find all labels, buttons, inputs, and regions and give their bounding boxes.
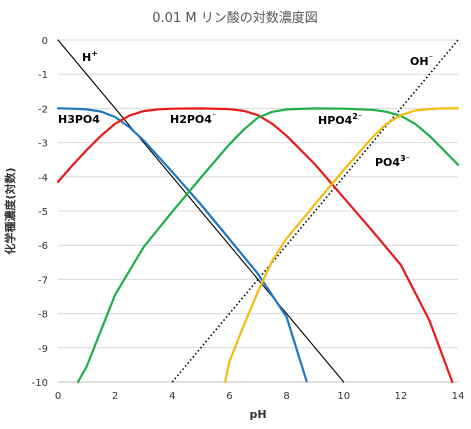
series-label-4: HPO42⁻: [318, 112, 362, 127]
series-label-2: H3PO4: [58, 113, 100, 126]
x-tick-7: 14: [452, 391, 465, 402]
series-label-0: H+: [82, 49, 98, 64]
series-labels: H+OH⁻H3PO4 H2PO4⁻ HPO42⁻PO43⁻: [58, 49, 433, 169]
series-line-0: [57, 39, 345, 383]
x-axis-label: pH: [249, 408, 266, 421]
x-tick-5: 10: [337, 391, 350, 402]
series-label-5: PO43⁻: [375, 154, 410, 169]
x-tick-labels: 0 2 4 6 8 10 12 14: [55, 391, 465, 402]
x-tick-4: 8: [283, 391, 289, 402]
gridlines: [58, 39, 458, 383]
series-line-4: [76, 107, 460, 384]
series-label-text-4: HPO4: [318, 114, 353, 127]
y-tick-9: -9: [38, 344, 48, 355]
series-lines: [56, 39, 460, 384]
y-tick-8: -8: [38, 310, 48, 321]
series-label-sup-0: +: [91, 49, 98, 58]
y-tick-7: -7: [38, 275, 48, 286]
y-tick-3: -3: [38, 139, 48, 150]
y-tick-1: -1: [38, 70, 48, 81]
y-tick-4: -4: [38, 173, 48, 184]
x-tick-0: 0: [55, 391, 61, 402]
y-tick-2: -2: [38, 104, 48, 115]
series-label-text-5: PO4: [375, 156, 400, 169]
series-label-sup-5: 3⁻: [400, 154, 410, 163]
y-tick-5: -5: [38, 207, 48, 218]
series-line-2: [56, 107, 308, 383]
series-label-text-1: OH: [410, 55, 429, 68]
x-tick-2: 4: [169, 391, 175, 402]
y-tick-10: -10: [32, 378, 48, 389]
series-label-sup-1: ⁻: [429, 53, 433, 62]
y-tick-labels: 0 -1 -2 -3 -4 -5 -6 -7 -8 -9 -10: [32, 36, 48, 389]
series-label-text-2: H3PO4: [58, 113, 100, 126]
series-label-sup-3: ⁻: [212, 111, 216, 120]
series-label-text-3: H2PO4: [170, 113, 212, 126]
series-label-3: H2PO4⁻: [170, 111, 216, 126]
series-line-3: [56, 107, 454, 384]
series-label-sup-4: 2⁻: [352, 112, 362, 121]
y-tick-0: 0: [42, 36, 48, 47]
chart-title: 0.01 M リン酸の対数濃度図: [152, 10, 317, 26]
y-tick-6: -6: [38, 241, 48, 252]
series-line-5: [224, 107, 460, 384]
x-tick-3: 6: [226, 391, 232, 402]
y-axis-label: 化学種濃度(対数): [3, 167, 17, 254]
series-label-text-0: H: [82, 51, 91, 64]
x-tick-6: 12: [394, 391, 407, 402]
series-label-1: OH⁻: [410, 53, 433, 68]
x-tick-1: 2: [112, 391, 118, 402]
